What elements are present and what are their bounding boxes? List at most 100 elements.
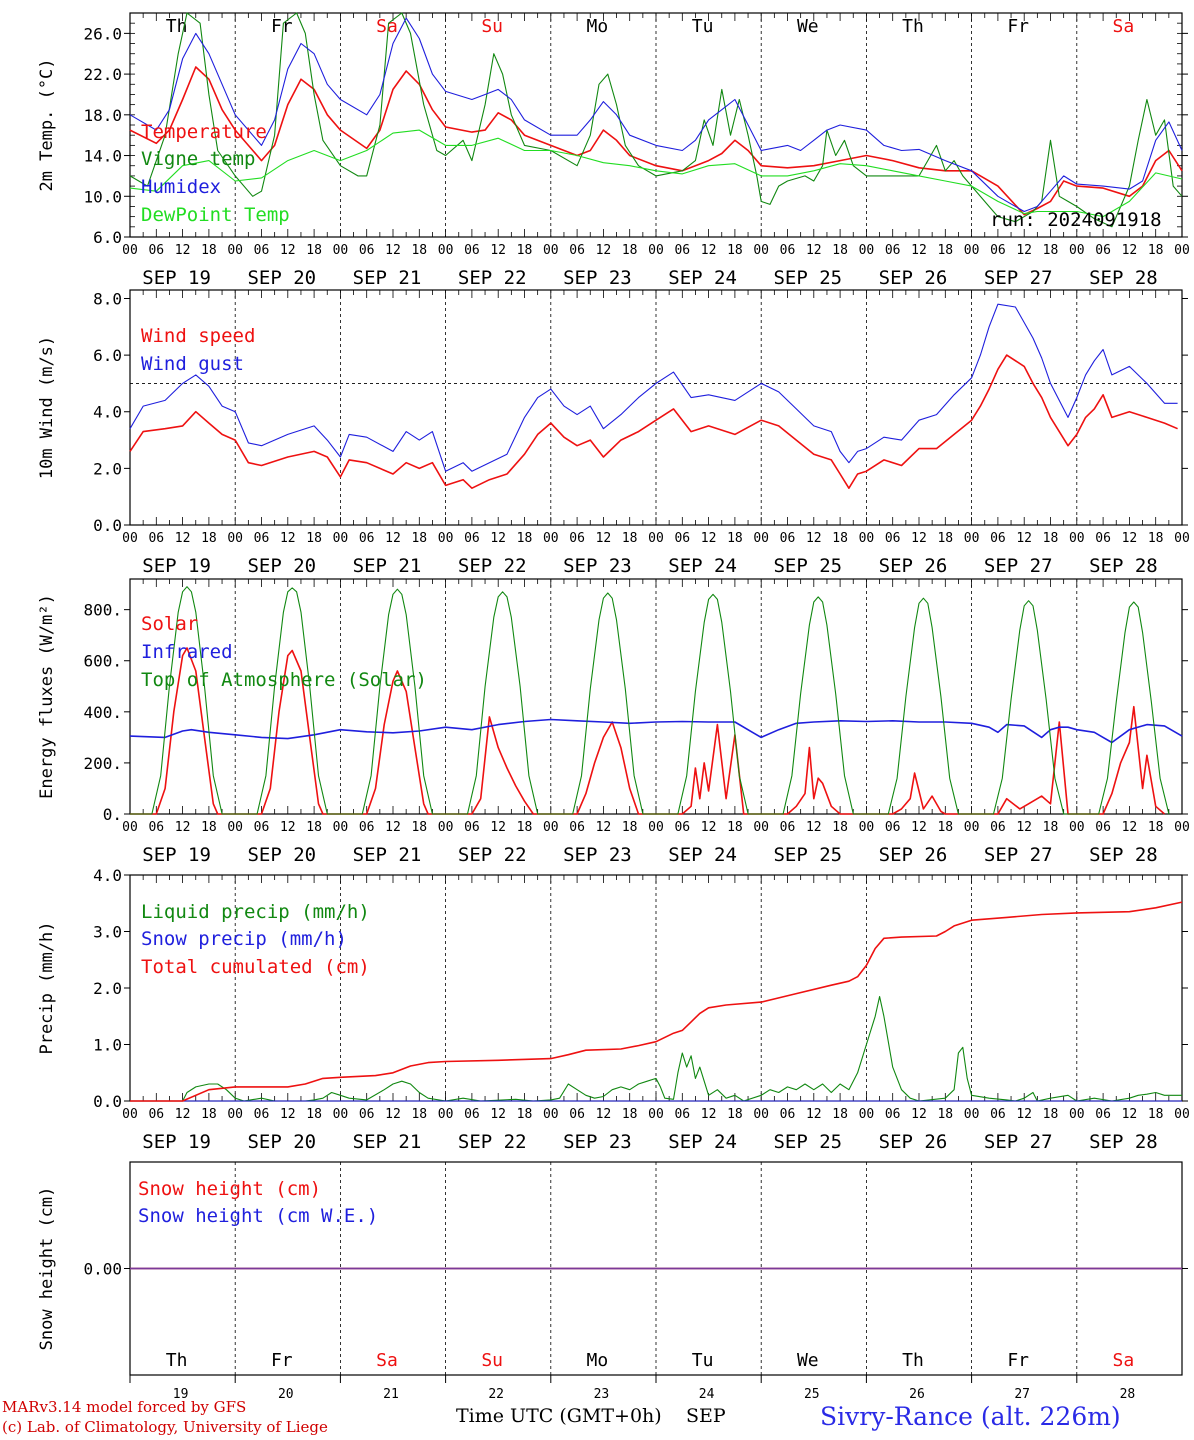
x-tick-label: 00 — [333, 531, 349, 546]
x-tick-label: 00 — [753, 1107, 769, 1122]
x-tick-label: 06 — [359, 820, 375, 835]
x-tick-label: 18 — [622, 1107, 638, 1122]
day-number: 20 — [278, 1387, 294, 1402]
x-tick-label: 12 — [490, 1107, 506, 1122]
x-tick-label: 00 — [122, 531, 138, 546]
x-tick-label: 18 — [937, 531, 953, 546]
y-tick-label: 6.0 — [93, 346, 122, 365]
date-label: SEP 22 — [458, 844, 527, 866]
x-tick-label: 18 — [1043, 531, 1059, 546]
x-tick-label: 00 — [648, 243, 664, 258]
y-tick-label: 3.0 — [93, 923, 122, 942]
x-tick-label: 06 — [674, 1107, 690, 1122]
date-label: SEP 23 — [563, 267, 632, 289]
day-name: Mo — [587, 16, 609, 37]
y-tick-label: 600. — [83, 652, 122, 671]
x-tick-label: 18 — [201, 243, 217, 258]
y-tick-label: 400. — [83, 703, 122, 722]
y-tick-label: 26.0 — [83, 24, 122, 43]
y-tick-label: 6.0 — [93, 228, 122, 247]
date-label: SEP 28 — [1089, 267, 1158, 289]
day-number: 22 — [488, 1387, 504, 1402]
date-label: SEP 20 — [247, 555, 316, 577]
x-tick-label: 06 — [148, 1107, 164, 1122]
y-tick-label: 800. — [83, 601, 122, 620]
x-tick-label: 12 — [911, 1107, 927, 1122]
x-tick-label: 06 — [780, 243, 796, 258]
day-name: Tu — [692, 1350, 714, 1371]
day-name: Th — [902, 16, 924, 37]
x-tick-label: 00 — [1069, 531, 1085, 546]
x-tick-label: 00 — [122, 243, 138, 258]
date-label: SEP 24 — [668, 844, 737, 866]
legend-entry: DewPoint Temp — [141, 204, 290, 226]
x-tick-label: 18 — [201, 820, 217, 835]
x-tick-label: 00 — [859, 243, 875, 258]
x-tick-label: 12 — [175, 820, 191, 835]
x-tick-label: 06 — [780, 1107, 796, 1122]
x-tick-label: 06 — [359, 1107, 375, 1122]
x-tick-label: 18 — [1148, 243, 1164, 258]
x-tick-label: 00 — [227, 243, 243, 258]
date-label: SEP 27 — [984, 555, 1053, 577]
day-name: Fr — [271, 1350, 293, 1371]
legend-entry: Total cumulated (cm) — [141, 956, 370, 978]
series-line — [129, 354, 1178, 490]
x-tick-label: 18 — [1148, 1107, 1164, 1122]
x-tick-label: 06 — [1095, 531, 1111, 546]
x-tick-label: 12 — [911, 820, 927, 835]
series-line — [129, 129, 1183, 218]
date-label: SEP 27 — [984, 1131, 1053, 1153]
day-number: 19 — [173, 1387, 189, 1402]
x-tick-label: 18 — [517, 1107, 533, 1122]
legend-entry: Humidex — [141, 176, 221, 198]
x-tick-label: 18 — [1043, 820, 1059, 835]
x-tick-label: 18 — [727, 531, 743, 546]
x-tick-label: 06 — [1095, 820, 1111, 835]
day-name: Sa — [1113, 16, 1135, 37]
x-tick-label: 06 — [569, 531, 585, 546]
x-tick-label: 06 — [990, 820, 1006, 835]
series-line — [130, 995, 1182, 1102]
x-tick-label: 18 — [517, 531, 533, 546]
y-tick-label: 18.0 — [83, 106, 122, 125]
x-tick-label: 00 — [333, 820, 349, 835]
day-name: Fr — [271, 16, 293, 37]
date-label: SEP 25 — [773, 267, 842, 289]
y-tick-label: 2.0 — [93, 459, 122, 478]
legend-entry: Temperature — [141, 121, 267, 143]
x-tick-label: 06 — [359, 531, 375, 546]
day-name: We — [797, 16, 819, 37]
x-tick-label: 00 — [1069, 820, 1085, 835]
day-name: Th — [166, 1350, 188, 1371]
x-tick-label: 18 — [832, 243, 848, 258]
x-tick-label: 06 — [254, 1107, 270, 1122]
x-tick-label: 18 — [622, 531, 638, 546]
x-tick-label: 12 — [1122, 1107, 1138, 1122]
x-tick-label: 12 — [280, 531, 296, 546]
x-tick-label: 12 — [490, 531, 506, 546]
date-label: SEP 20 — [247, 844, 316, 866]
day-name: Fr — [1007, 1350, 1029, 1371]
x-tick-label: 12 — [1016, 820, 1032, 835]
y-tick-label: 0.0 — [93, 516, 122, 535]
date-label: SEP 28 — [1089, 555, 1158, 577]
x-tick-label: 12 — [596, 243, 612, 258]
date-label: SEP 20 — [247, 267, 316, 289]
x-tick-label: 06 — [885, 820, 901, 835]
x-tick-label: 06 — [674, 243, 690, 258]
day-name: Th — [902, 1350, 924, 1371]
date-label: SEP 19 — [142, 1131, 211, 1153]
x-tick-label: 06 — [148, 820, 164, 835]
run-annotation: run: 2024091918 — [990, 209, 1162, 231]
legend-entry: Liquid precip (mm/h) — [141, 901, 370, 923]
x-tick-label: 00 — [964, 1107, 980, 1122]
x-tick-label: 18 — [306, 531, 322, 546]
date-label: SEP 22 — [458, 267, 527, 289]
x-tick-label: 12 — [911, 531, 927, 546]
x-tick-label: 00 — [122, 820, 138, 835]
x-tick-label: 12 — [1016, 1107, 1032, 1122]
x-tick-label: 12 — [175, 531, 191, 546]
date-label: SEP 26 — [879, 555, 948, 577]
date-label: SEP 22 — [458, 1131, 527, 1153]
